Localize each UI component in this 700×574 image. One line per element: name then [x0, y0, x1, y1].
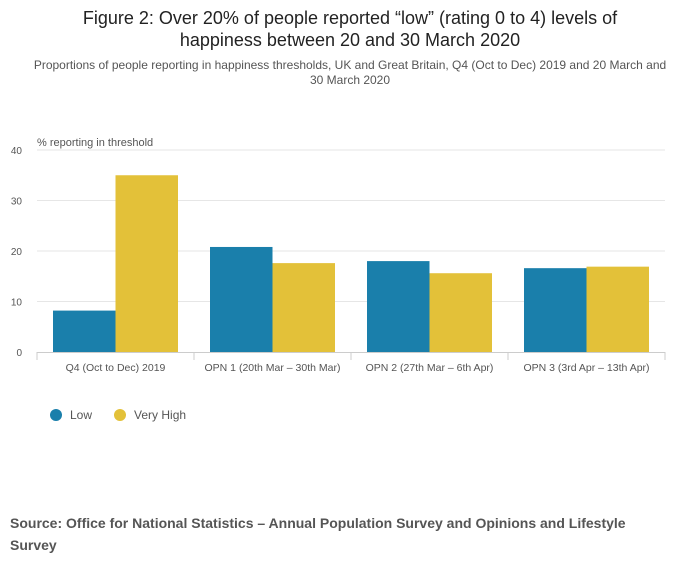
bar-chart: 0 10 20 30 40 % reporting in threshold Q4 (Oct… — [11, 137, 666, 374]
bar-low — [524, 268, 587, 352]
y-tick-label: 20 — [11, 247, 23, 258]
legend-label: Low — [70, 408, 93, 422]
legend-swatch — [50, 409, 62, 421]
chart-legend: Low Very High — [50, 408, 186, 422]
legend-item-low[interactable]: Low — [50, 408, 92, 422]
bar-low — [53, 310, 116, 352]
y-tick-label: 30 — [11, 197, 23, 208]
y-tick-label: 10 — [11, 298, 23, 309]
chart-title: Figure 2: Over 20% of people reported “l… — [82, 8, 618, 50]
bar-low — [367, 261, 430, 352]
source-note: Source: Office for National Statistics –… — [10, 515, 626, 553]
bar-very-high — [586, 266, 649, 352]
y-tick-label: 40 — [11, 146, 23, 157]
x-tick-label: OPN 3 (3rd Apr – 13th Apr) — [523, 362, 649, 374]
x-tick-label: OPN 1 (20th Mar – 30th Mar) — [205, 362, 341, 374]
legend-swatch — [114, 409, 127, 421]
bar-very-high — [272, 263, 335, 352]
legend-item-very-high[interactable]: Very High — [114, 408, 186, 422]
bar-low — [210, 246, 273, 352]
x-tick-label: OPN 2 (27th Mar – 6th Apr) — [366, 362, 494, 374]
y-axis-label: % reporting in threshold — [37, 137, 153, 149]
y-tick-label: 0 — [16, 348, 22, 359]
chart-subtitle: Proportions of people reporting in happi… — [33, 58, 667, 87]
bar-very-high — [429, 273, 492, 352]
legend-label: Very High — [134, 408, 187, 422]
bar-very-high — [115, 175, 178, 352]
x-tick-label: Q4 (Oct to Dec) 2019 — [66, 362, 166, 374]
